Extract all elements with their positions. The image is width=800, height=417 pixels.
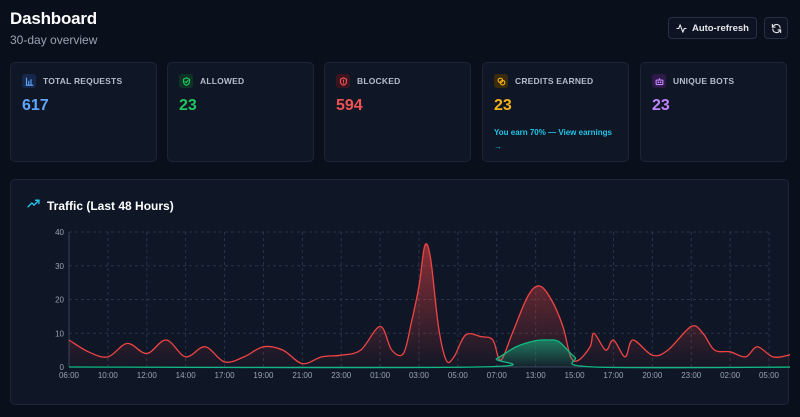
x-tick-label: 15:00 [565, 371, 586, 380]
trending-up-icon [27, 197, 40, 215]
x-tick-label: 14:00 [176, 371, 197, 380]
stat-value: 23 [652, 97, 670, 114]
x-tick-label: 07:00 [487, 371, 508, 380]
stat-label: TOTAL REQUESTS [43, 76, 123, 86]
x-tick-label: 12:00 [137, 371, 158, 380]
x-tick-label: 02:00 [720, 371, 741, 380]
x-tick-label: 06:00 [59, 371, 80, 380]
auto-refresh-button[interactable]: Auto-refresh [667, 17, 757, 39]
traffic-panel-header: Traffic (Last 48 Hours) [27, 197, 174, 215]
x-tick-label: 10:00 [98, 371, 119, 380]
bar-chart-icon [22, 74, 36, 88]
view-earnings-link[interactable]: You earn 70% — View earnings → [494, 128, 612, 151]
chart-series [68, 243, 790, 369]
traffic-title: Traffic (Last 48 Hours) [47, 199, 174, 213]
refresh-icon [771, 23, 782, 34]
y-tick-label: 20 [55, 296, 64, 305]
x-tick-label: 01:00 [370, 371, 391, 380]
x-tick-label: 23:00 [681, 371, 702, 380]
bot-icon [652, 74, 666, 88]
y-tick-label: 10 [55, 329, 64, 338]
x-tick-label: 13:00 [526, 371, 547, 380]
chart-ticks: 0 10 20 30 40 06:00 10:00 12:00 14:00 17:00 19:00 2… [55, 228, 779, 380]
stat-card-credits-earned: CREDITS EARNED 23 You earn 70% — View ea… [482, 62, 629, 162]
x-tick-label: 17:00 [603, 371, 624, 380]
x-tick-label: 03:00 [409, 371, 430, 380]
header-actions: Auto-refresh [667, 17, 788, 39]
y-tick-label: 30 [55, 262, 64, 271]
stat-card-unique-bots: UNIQUE BOTS 23 [640, 62, 787, 162]
x-tick-label: 23:00 [331, 371, 352, 380]
auto-refresh-label: Auto-refresh [691, 22, 749, 34]
stat-label: BLOCKED [357, 76, 401, 86]
activity-icon [676, 23, 687, 34]
series-blocked-area [69, 243, 790, 367]
x-tick-label: 20:00 [642, 371, 663, 380]
stat-card-blocked: BLOCKED 594 [324, 62, 471, 162]
stat-label: ALLOWED [200, 76, 245, 86]
series-allowed-line [68, 339, 790, 369]
x-tick-label: 21:00 [292, 371, 313, 380]
refresh-button[interactable] [764, 17, 788, 39]
x-tick-label: 19:00 [253, 371, 274, 380]
page-subtitle: 30-day overview [10, 33, 98, 47]
stat-label: UNIQUE BOTS [673, 76, 735, 86]
x-tick-label: 05:00 [759, 371, 780, 380]
x-tick-label: 05:00 [448, 371, 469, 380]
coins-icon [494, 74, 508, 88]
stat-card-total-requests: TOTAL REQUESTS 617 [10, 62, 157, 162]
stat-value: 23 [494, 97, 512, 114]
stat-card-allowed: ALLOWED 23 [167, 62, 314, 162]
stat-label: CREDITS EARNED [515, 76, 594, 86]
x-tick-label: 17:00 [215, 371, 236, 380]
stat-value: 594 [336, 97, 363, 114]
stat-value: 617 [22, 97, 49, 114]
traffic-chart: 0 10 20 30 40 06:00 10:00 12:00 14:00 17:00 19:00 2… [55, 228, 790, 380]
shield-x-icon [336, 74, 350, 88]
series-blocked-line [68, 243, 790, 365]
page-title: Dashboard [10, 9, 97, 28]
y-tick-label: 40 [55, 228, 64, 237]
y-tick-label: 0 [60, 363, 65, 372]
page-header: Dashboard 30-day overview [10, 9, 97, 47]
stat-value: 23 [179, 97, 197, 114]
shield-check-icon [179, 74, 193, 88]
traffic-panel: 0 10 20 30 40 06:00 10:00 12:00 14:00 17:00 19:00 2… [10, 179, 790, 405]
